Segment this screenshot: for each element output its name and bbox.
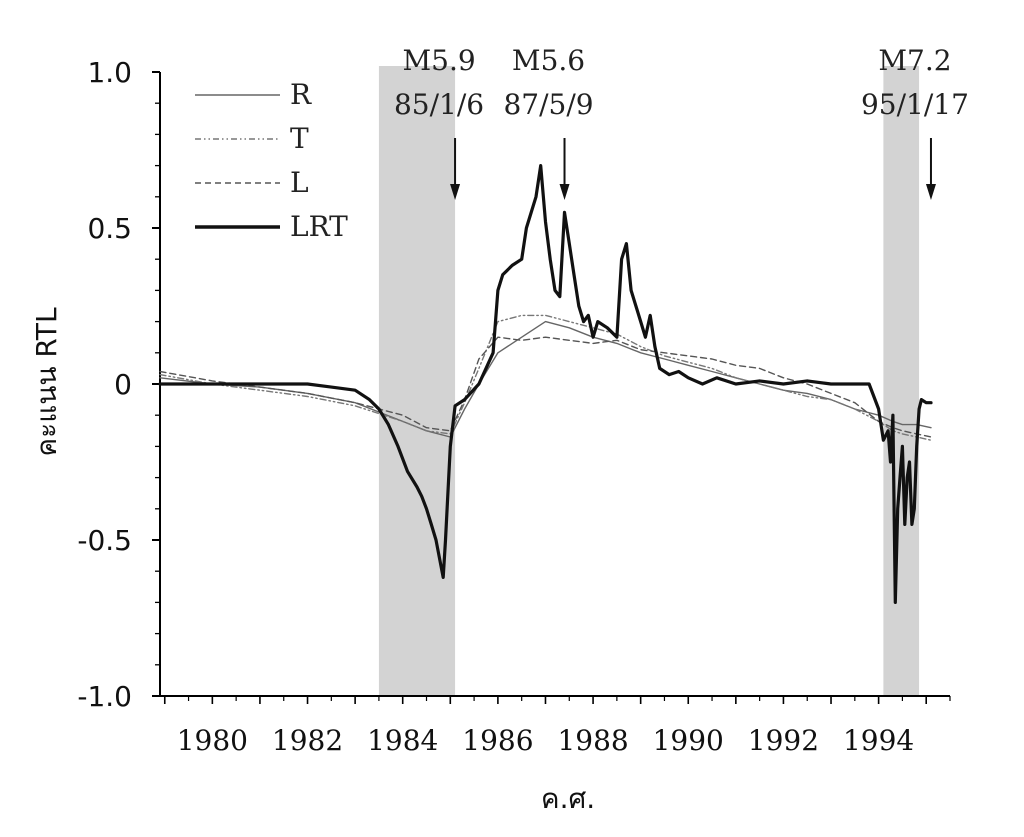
series-lines bbox=[158, 164, 933, 605]
legend-label-l: L bbox=[290, 166, 309, 199]
y-tick-label: -1.0 bbox=[77, 680, 132, 713]
tick-marks: 1.0 0.5 0 -0.5 -1.0 1980 1982 1984 1986 1988 1990 1… bbox=[77, 56, 951, 757]
event-magnitude-label: M5.6 bbox=[512, 44, 585, 77]
event-date-label: 87/5/9 bbox=[503, 88, 593, 121]
x-tick-label: 1994 bbox=[843, 724, 914, 757]
event-arrow-head-icon bbox=[559, 184, 570, 200]
legend-label-lrt: LRT bbox=[290, 210, 348, 243]
event-magnitude-label: M5.9 bbox=[402, 44, 475, 77]
x-tick-label: 1980 bbox=[177, 724, 248, 757]
series-line-l bbox=[159, 336, 932, 438]
y-tick-label: 0.5 bbox=[87, 212, 132, 245]
x-tick-label: 1984 bbox=[367, 724, 438, 757]
event-arrow-head-icon bbox=[450, 184, 461, 200]
series-line-t bbox=[159, 314, 932, 441]
x-tick-label: 1986 bbox=[462, 724, 533, 757]
x-axis-label: ค.ศ. bbox=[541, 782, 595, 815]
event-magnitude-label: M7.2 bbox=[878, 44, 951, 77]
x-tick-label: 1990 bbox=[653, 724, 724, 757]
legend-label-r: R bbox=[290, 78, 312, 111]
y-tick-label: 0 bbox=[114, 368, 132, 401]
legend: RTL LRT bbox=[195, 78, 348, 243]
event-date-label: 95/1/17 bbox=[861, 88, 969, 121]
legend-label-t: T bbox=[290, 122, 309, 155]
y-tick-label: -0.5 bbox=[77, 524, 132, 557]
x-tick-label: 1988 bbox=[557, 724, 628, 757]
y-axis-label: คะแนน RTL bbox=[30, 307, 63, 457]
shaded-region-0 bbox=[378, 66, 456, 696]
y-tick-label: 1.0 bbox=[87, 56, 132, 89]
event-date-label: 85/1/6 bbox=[394, 88, 484, 121]
event-arrow-head-icon bbox=[925, 184, 936, 200]
x-tick-label: 1992 bbox=[748, 724, 819, 757]
x-tick-label: 1982 bbox=[272, 724, 343, 757]
shaded-region-1 bbox=[883, 66, 920, 696]
series-line-r bbox=[159, 320, 932, 438]
event-annotations: M5.9 85/1/6 M5.6 87/5/9 M7.2 95/1/17 bbox=[394, 44, 969, 200]
shaded-regions bbox=[378, 66, 920, 696]
series-line-lrt bbox=[158, 164, 933, 605]
